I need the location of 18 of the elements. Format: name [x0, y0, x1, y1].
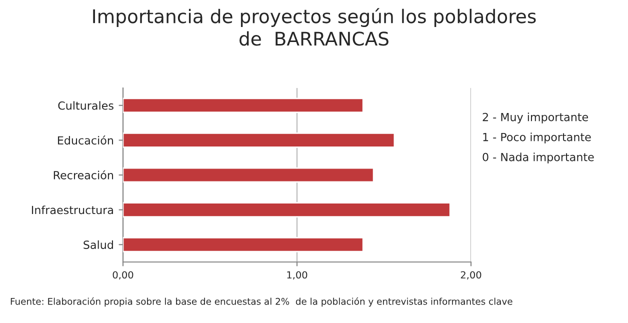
text: 0 - Nada importante	[482, 152, 594, 164]
y-tick-label: Culturales	[58, 101, 114, 110]
text: 1 - Poco importante	[483, 132, 591, 144]
bar	[123, 98, 364, 114]
y-tick-label: Educación	[58, 136, 114, 145]
y-tick-label: Recreación	[54, 170, 114, 180]
y-tick-label: Salud	[84, 240, 113, 249]
chart-title: Importancia de proyectos según los pobladores de BARRANCAS	[93, 8, 536, 46]
y-tick-label: Infraestructura	[32, 206, 113, 214]
source-note: Fuente: Elaboración propia sobre la base de encuestas al 2% de la población y entrevistas informantes clave	[10, 297, 512, 307]
x-tick-label: 1,00	[287, 271, 308, 280]
bar	[123, 167, 374, 183]
bar	[123, 236, 364, 252]
bar	[123, 202, 451, 218]
x-tick-label: 2,00	[460, 271, 482, 280]
text: 2 - Muy importante	[482, 112, 588, 124]
bar	[123, 132, 396, 148]
x-tick-label: 0,00	[112, 271, 134, 280]
